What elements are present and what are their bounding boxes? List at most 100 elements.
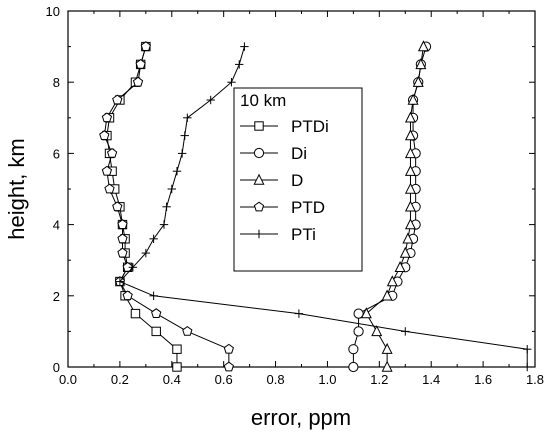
- x-tick-label: 1.0: [318, 372, 336, 387]
- series-layer: [99, 40, 532, 373]
- data-point-ptd: [112, 94, 123, 105]
- data-point-pti: [227, 78, 236, 87]
- data-point-d: [371, 325, 383, 337]
- data-point-ptd: [122, 261, 133, 272]
- data-point-ptdi: [172, 344, 182, 354]
- data-point-ptd: [223, 343, 235, 354]
- data-point-ptdi: [172, 362, 182, 372]
- legend-marker-pti: [254, 229, 264, 239]
- data-point-pti: [177, 149, 187, 158]
- data-point-d: [381, 342, 393, 354]
- data-point-d: [404, 164, 416, 176]
- data-point-pti: [240, 42, 249, 51]
- data-point-d: [407, 93, 419, 105]
- data-point-pti: [401, 327, 410, 336]
- data-point-pti: [167, 184, 176, 194]
- data-point-ptd: [106, 147, 118, 158]
- x-tick-label: 1.4: [422, 372, 440, 387]
- data-point-ptd: [151, 308, 162, 318]
- data-point-ptd: [101, 112, 113, 123]
- legend-label-d: D: [291, 171, 303, 190]
- data-point-pti: [141, 248, 151, 258]
- legend-item-d: D: [240, 171, 303, 190]
- legend-marker-ptdi: [254, 121, 264, 131]
- data-point-ptd: [132, 76, 144, 87]
- data-point-ptd: [117, 219, 128, 229]
- data-point-ptd: [101, 165, 113, 176]
- data-point-d: [404, 218, 416, 230]
- data-point-di: [348, 344, 359, 355]
- x-tick-label: 0.4: [163, 372, 181, 387]
- x-tick-label: 1.8: [526, 372, 544, 387]
- x-tick-label: 0.0: [59, 372, 77, 387]
- data-point-ptd: [104, 183, 115, 194]
- axes: 0.0 0.2 0.4 0.6 0.8 1.0 1.2 1.4 1.6 1.8 0 2 4 6 8 10: [46, 4, 545, 387]
- legend-title: 10 km: [240, 91, 286, 110]
- data-point-ptd: [182, 325, 193, 336]
- x-axis-label: error, ppm: [251, 405, 351, 430]
- data-point-d: [404, 129, 416, 141]
- y-tick-label: 6: [53, 146, 60, 161]
- y-axis-label: height, km: [4, 138, 29, 240]
- data-point-d: [412, 75, 424, 87]
- data-point-pti: [235, 60, 244, 69]
- legend-item-pti: PTi: [240, 225, 316, 244]
- legend-marker-d: [253, 173, 265, 185]
- series-ptd: [99, 41, 235, 372]
- data-point-d: [415, 58, 427, 70]
- data-point-pti: [206, 95, 215, 105]
- series-line-pti: [119, 46, 528, 367]
- legend-marker-ptd: [253, 201, 265, 212]
- x-tick-label: 0.2: [111, 372, 129, 387]
- data-point-pti: [149, 234, 158, 244]
- data-point-d: [404, 147, 416, 159]
- data-point-pti: [294, 309, 304, 318]
- data-point-d: [417, 40, 429, 52]
- data-point-pti: [523, 362, 532, 372]
- data-point-di: [353, 308, 364, 319]
- x-tick-label: 0.6: [215, 372, 233, 387]
- data-point-d: [360, 307, 372, 319]
- legend-item-ptdi: PTDi: [240, 117, 329, 136]
- x-tick-label: 1.6: [474, 372, 492, 387]
- data-point-d: [404, 111, 416, 123]
- data-point-ptd: [117, 247, 128, 258]
- data-point-pti: [115, 277, 125, 286]
- x-tick-label: 1.2: [370, 372, 388, 387]
- data-point-pti: [180, 131, 189, 140]
- data-point-pti: [523, 345, 532, 354]
- data-point-ptd: [99, 130, 110, 140]
- data-point-pti: [183, 113, 192, 122]
- data-point-d: [404, 200, 416, 212]
- data-point-pti: [149, 291, 158, 300]
- data-point-d: [404, 182, 416, 194]
- data-point-ptdi: [151, 326, 161, 337]
- data-point-ptd: [140, 41, 151, 51]
- data-point-d: [394, 261, 406, 273]
- data-point-pti: [172, 167, 182, 176]
- legend: 10 km PTDi Di D PTD PTi: [233, 87, 363, 272]
- data-point-d: [402, 232, 414, 244]
- data-point-ptd: [112, 201, 123, 212]
- legend-item-ptd: PTD: [240, 198, 325, 217]
- y-tick-label: 2: [53, 289, 60, 304]
- legend-entries: PTDi Di D PTD PTi: [240, 117, 329, 244]
- data-point-di: [353, 326, 364, 337]
- data-point-d: [381, 289, 393, 301]
- y-tick-label: 8: [53, 75, 60, 90]
- data-point-d: [386, 275, 398, 287]
- x-tick-label: 0.8: [267, 372, 285, 387]
- data-point-pti: [159, 220, 169, 229]
- data-point-ptd: [135, 58, 146, 69]
- series-pti: [115, 42, 532, 372]
- data-point-pti: [162, 202, 171, 211]
- data-point-ptd: [223, 361, 235, 372]
- series-d: [360, 40, 429, 372]
- data-point-d: [381, 360, 393, 372]
- data-point-di: [348, 361, 359, 373]
- legend-label-pti: PTi: [291, 225, 316, 244]
- legend-item-di: Di: [240, 144, 307, 163]
- y-tick-label: 10: [46, 4, 60, 19]
- legend-marker-di: [253, 147, 265, 159]
